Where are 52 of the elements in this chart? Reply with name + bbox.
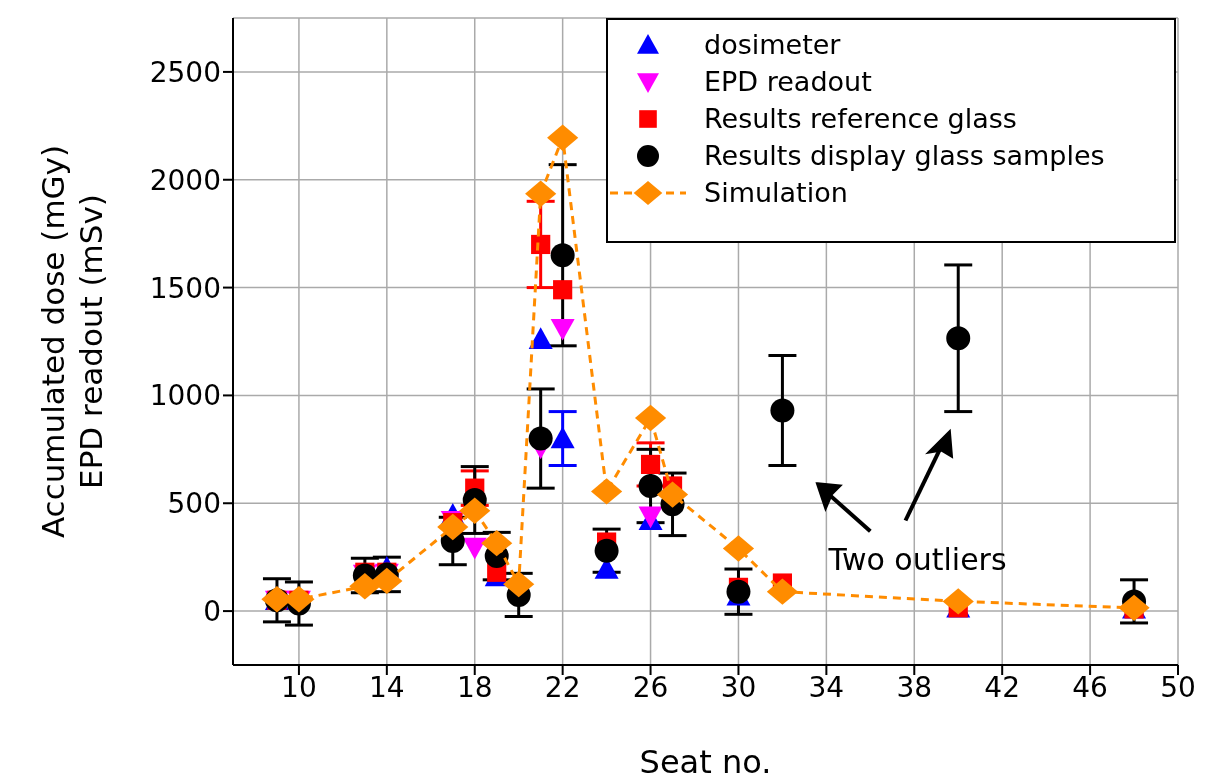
point xyxy=(528,327,553,349)
point xyxy=(481,529,513,557)
point xyxy=(349,573,381,600)
x-tick-label: 50 xyxy=(1160,670,1196,704)
legend-label: EPD readout xyxy=(704,66,872,97)
point xyxy=(594,538,619,563)
annotation: Two outliers xyxy=(827,542,1007,578)
legend-label: Results display glass samples xyxy=(704,140,1105,171)
point xyxy=(591,478,623,505)
point xyxy=(553,280,573,300)
x-tick-label: 42 xyxy=(984,670,1021,704)
point xyxy=(528,426,553,451)
point xyxy=(531,234,551,255)
point xyxy=(459,497,491,524)
y-axis-title: Accumulated dose (mGy) EPD readout (mSv) xyxy=(35,144,109,539)
point xyxy=(946,326,971,351)
x-tick-label: 34 xyxy=(808,670,845,704)
y-tick-label: 2000 xyxy=(149,163,221,197)
x-tick-label: 46 xyxy=(1072,670,1108,704)
point xyxy=(942,588,974,615)
x-tick-label: 38 xyxy=(896,670,933,704)
x-tick-label: 22 xyxy=(544,670,581,704)
y-tick-label: 1500 xyxy=(149,271,221,305)
point xyxy=(640,454,661,475)
x-tick-label: 18 xyxy=(456,670,493,704)
point xyxy=(550,243,575,268)
x-axis-title: Seat no. xyxy=(639,743,772,779)
legend-label: Results reference glass xyxy=(704,103,1017,134)
point xyxy=(371,567,403,595)
point xyxy=(656,481,689,508)
point xyxy=(722,535,755,562)
point xyxy=(638,474,663,498)
point xyxy=(634,404,667,432)
y-tick-label: 0 xyxy=(203,595,221,629)
x-tick-label: 30 xyxy=(720,670,757,704)
point xyxy=(550,318,575,341)
point xyxy=(503,570,535,598)
y-tick-label: 500 xyxy=(167,487,221,521)
x-tick-label: 10 xyxy=(281,670,317,704)
point xyxy=(770,398,795,423)
y-tick-label: 2500 xyxy=(149,55,221,89)
legend-label: Simulation xyxy=(704,177,848,208)
point xyxy=(550,426,575,449)
point xyxy=(462,537,487,560)
legend-label: dosimeter xyxy=(704,29,841,60)
point xyxy=(547,124,579,151)
point xyxy=(525,180,557,207)
point xyxy=(437,513,469,541)
y-tick-label: 1000 xyxy=(149,379,221,413)
point xyxy=(766,578,799,605)
x-tick-label: 14 xyxy=(369,670,405,704)
x-tick-label: 26 xyxy=(632,670,669,704)
